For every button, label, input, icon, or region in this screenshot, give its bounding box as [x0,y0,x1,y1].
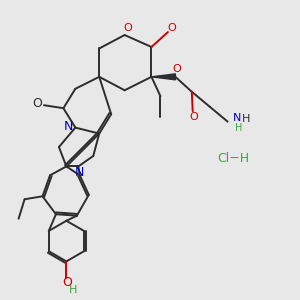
Text: H: H [235,123,243,133]
Text: O: O [189,112,198,122]
Text: H: H [242,114,250,124]
Text: Cl−H: Cl−H [218,152,250,166]
Text: O: O [62,276,72,289]
Text: O: O [123,23,132,34]
Text: N: N [232,113,241,123]
Text: H: H [69,285,77,295]
Text: O: O [172,64,181,74]
Text: O: O [32,97,42,110]
Text: O: O [167,23,176,34]
Polygon shape [152,74,176,80]
Text: N: N [64,120,74,133]
Text: N: N [75,166,85,179]
